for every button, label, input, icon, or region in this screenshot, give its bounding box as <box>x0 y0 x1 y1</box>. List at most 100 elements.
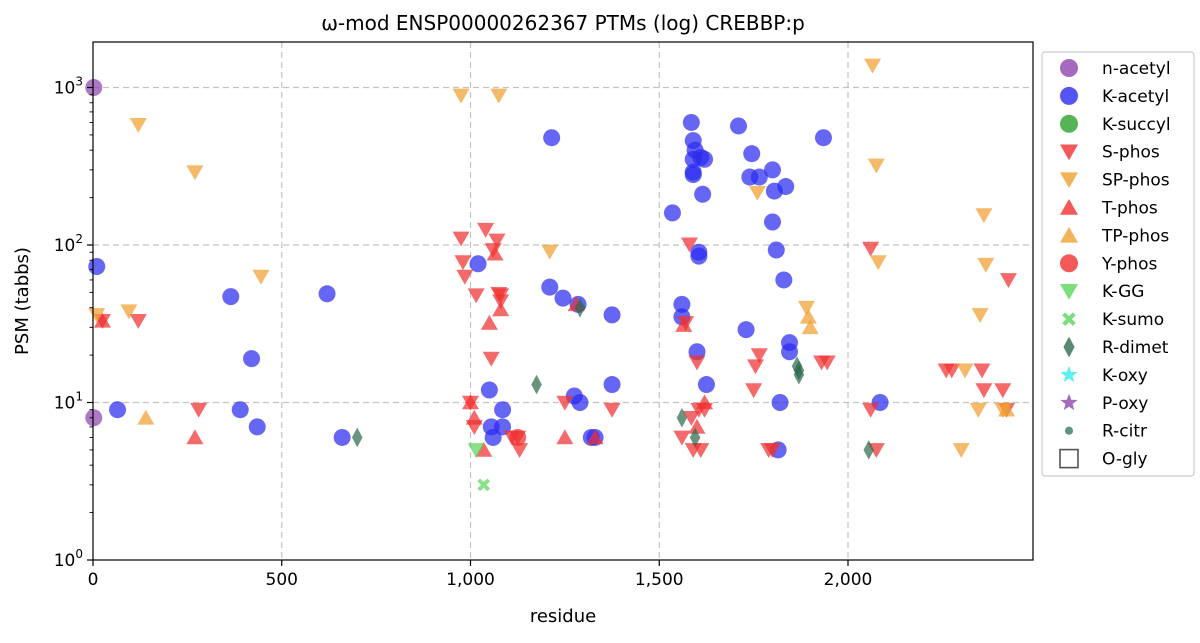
x-tick-label: 1,500 <box>635 570 684 590</box>
point-sp-phos <box>252 269 270 285</box>
legend-label-tp-phos: TP-phos <box>1101 226 1169 246</box>
point-k-acetyl <box>697 376 715 394</box>
point-t-phos <box>486 245 504 261</box>
legend-marker-r-dimet <box>1063 336 1075 358</box>
point-s-phos <box>747 359 765 375</box>
point-k-acetyl <box>690 247 708 265</box>
point-s-phos <box>692 443 710 458</box>
x-tick-label: 500 <box>266 570 298 590</box>
point-k-acetyl <box>696 150 714 168</box>
point-sp-phos <box>186 165 204 181</box>
point-t-phos <box>696 394 714 410</box>
legend-marker-s-phos <box>1060 144 1078 161</box>
legend-marker-n-acetyl <box>1060 59 1078 77</box>
legend-marker-r-citr <box>1064 426 1074 435</box>
point-k-acetyl <box>743 145 761 163</box>
point-s-phos <box>482 351 500 367</box>
ticks-layer: 0 500 1,000 1,500 2,000 100 101 102 103 <box>54 75 873 591</box>
point-s-phos <box>994 383 1012 399</box>
point-k-acetyl <box>222 288 240 306</box>
point-s-phos <box>190 402 208 418</box>
point-r-dimet <box>351 427 363 448</box>
point-tp-phos <box>137 409 155 425</box>
point-s-phos <box>488 233 506 249</box>
y-tick-label: 101 <box>54 390 83 414</box>
plot-frame <box>92 41 1034 561</box>
legend-marker-k-gg <box>1060 284 1078 300</box>
legend-label-k-gg: K-GG <box>1102 282 1144 302</box>
point-t-phos <box>186 429 204 445</box>
legend-items: n-acetyl K-acetyl K-succyl S-phos SP-phos T-p… <box>1059 59 1171 470</box>
point-k-acetyl <box>750 168 768 186</box>
point-k-acetyl <box>494 401 512 419</box>
point-t-phos <box>475 441 493 457</box>
legend-label-k-succyl: K-succyl <box>1102 115 1171 135</box>
point-sp-phos <box>129 117 147 133</box>
point-s-phos <box>862 241 880 257</box>
point-n-acetyl <box>85 79 103 96</box>
point-k-acetyl <box>730 117 748 135</box>
point-k-gg <box>467 443 485 458</box>
point-k-acetyl <box>541 278 559 296</box>
legend-marker-y-phos <box>1060 254 1078 273</box>
point-k-acetyl <box>333 428 351 446</box>
point-sp-phos <box>869 255 887 271</box>
point-y-phos <box>509 428 527 446</box>
point-s-phos <box>975 383 993 399</box>
y-tick-label: 102 <box>54 232 83 256</box>
legend-label-t-phos: T-phos <box>1101 199 1158 219</box>
y-tick-label: 100 <box>54 547 83 571</box>
legend-marker-t-phos <box>1060 198 1078 215</box>
point-n-acetyl <box>85 409 103 427</box>
point-k-acetyl <box>684 166 702 184</box>
point-k-acetyl <box>775 271 793 289</box>
legend-label-p-oxy: P-oxy <box>1102 394 1148 414</box>
point-t-phos <box>675 317 693 332</box>
point-k-acetyl <box>663 204 681 222</box>
point-k-acetyl <box>571 394 589 411</box>
legend-label-k-acetyl: K-acetyl <box>1102 87 1169 107</box>
legend-marker-k-acetyl <box>1060 86 1078 105</box>
point-t-phos <box>465 409 483 425</box>
point-r-dimet <box>531 374 542 395</box>
point-r-dimet <box>676 407 688 428</box>
point-s-phos <box>973 363 991 379</box>
point-s-phos <box>129 314 147 329</box>
legend-marker-k-succyl <box>1060 114 1078 133</box>
point-s-phos <box>467 288 485 304</box>
point-s-phos <box>750 348 768 364</box>
point-sp-phos <box>977 257 995 273</box>
point-k-acetyl <box>543 129 561 147</box>
legend-marker-sp-phos <box>1060 172 1078 189</box>
point-k-acetyl <box>814 129 832 147</box>
point-s-phos <box>556 395 574 411</box>
legend-label-o-gly: O-gly <box>1102 450 1148 470</box>
legend-label-y-phos: Y-phos <box>1101 254 1157 274</box>
point-s-phos <box>818 355 836 371</box>
x-axis-label: residue <box>530 606 596 627</box>
point-s-phos <box>456 269 474 285</box>
point-sp-phos <box>969 402 987 418</box>
point-k-acetyl <box>554 289 572 307</box>
point-sp-phos <box>975 208 993 224</box>
point-sp-phos <box>797 300 815 316</box>
point-k-sumo <box>477 478 491 492</box>
point-s-phos <box>680 237 698 253</box>
point-k-acetyl <box>248 418 266 436</box>
point-sp-phos <box>867 158 885 174</box>
point-k-acetyl <box>231 401 249 419</box>
legend-marker-tp-phos <box>1060 226 1078 243</box>
point-r-dimet <box>793 364 805 385</box>
point-k-acetyl <box>771 394 789 411</box>
point-s-phos <box>454 255 472 271</box>
point-sp-phos <box>452 88 470 104</box>
y-axis-label: PSM (tabbs) <box>12 247 33 355</box>
legend-label-r-citr: R-citr <box>1102 422 1147 442</box>
point-k-acetyl <box>767 241 785 259</box>
point-tp-phos <box>801 319 819 335</box>
point-k-acetyl <box>603 376 621 394</box>
point-k-acetyl <box>109 401 127 419</box>
point-sp-phos <box>748 185 766 201</box>
point-s-phos <box>688 355 706 371</box>
